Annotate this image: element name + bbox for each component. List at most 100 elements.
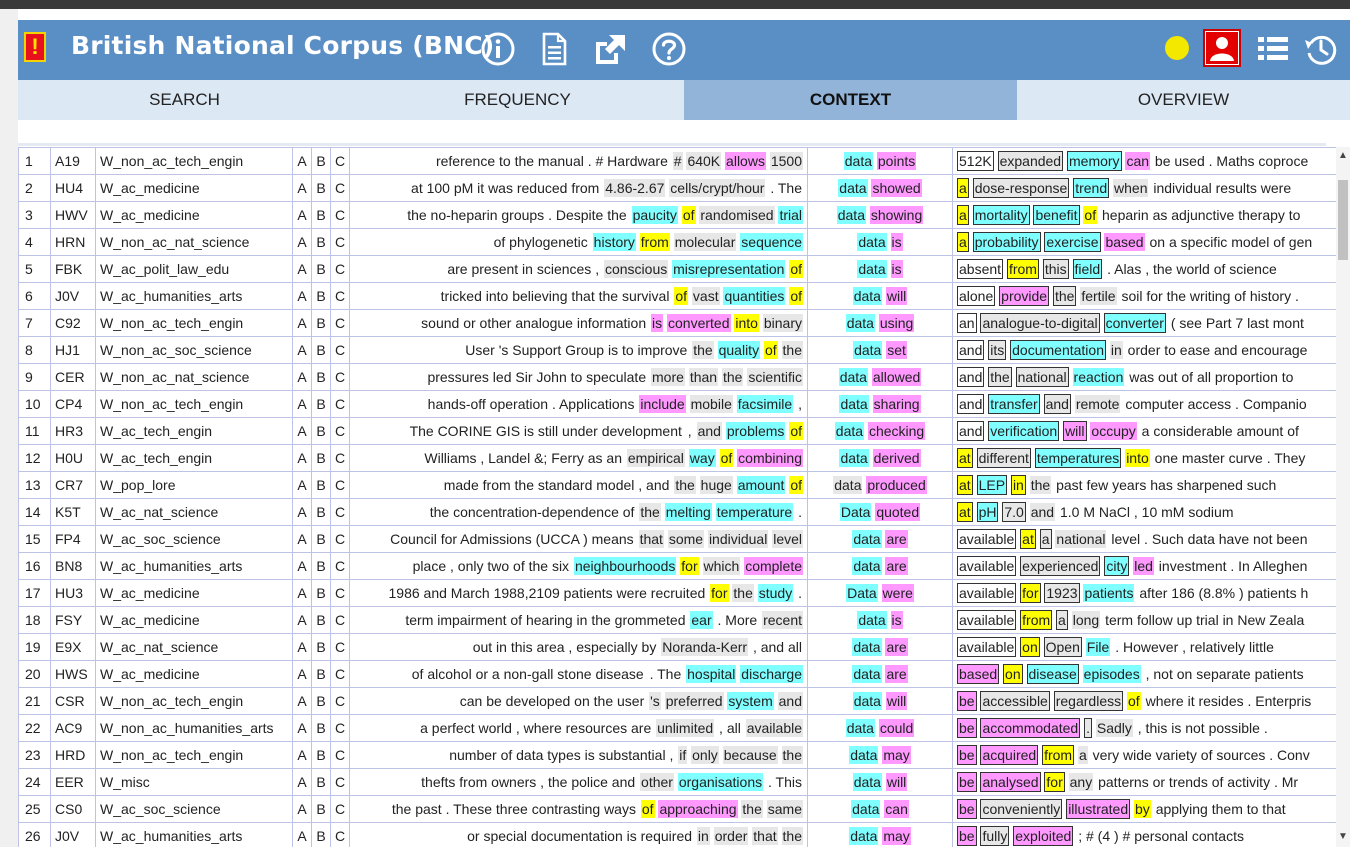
- abc-c-button[interactable]: C: [330, 660, 350, 688]
- kwic-token[interactable]: transfer: [988, 394, 1040, 414]
- abc-a-button[interactable]: A: [292, 228, 312, 256]
- kwic-token[interactable]: a: [1077, 746, 1088, 764]
- node-word[interactable]: data set: [807, 336, 953, 364]
- kwic-token[interactable]: of: [1083, 206, 1098, 224]
- node-word[interactable]: data is: [807, 606, 953, 634]
- kwic-token[interactable]: data: [833, 476, 863, 494]
- kwic-token[interactable]: more: [651, 368, 685, 386]
- external-link-icon[interactable]: [592, 31, 628, 67]
- kwic-token[interactable]: data: [851, 800, 881, 818]
- kwic-token[interactable]: of: [674, 287, 689, 305]
- kwic-token[interactable]: very wide variety of sources . Conv: [1092, 747, 1310, 763]
- kwic-token[interactable]: The CORINE GIS is still under developmen…: [409, 423, 682, 439]
- text-id[interactable]: FP4: [50, 525, 96, 553]
- text-id[interactable]: BN8: [50, 552, 96, 580]
- kwic-token[interactable]: quality: [717, 341, 761, 359]
- kwic-token[interactable]: based: [1104, 233, 1145, 251]
- kwic-token[interactable]: at: [957, 448, 973, 468]
- kwic-token[interactable]: . This: [768, 774, 802, 790]
- abc-c-button[interactable]: C: [330, 741, 350, 769]
- abc-b-button[interactable]: B: [311, 228, 331, 256]
- abc-c-button[interactable]: C: [330, 606, 350, 634]
- kwic-token[interactable]: cells/crypt/hour: [669, 179, 766, 197]
- kwic-token[interactable]: term follow up trial in New Zeala: [1105, 612, 1305, 628]
- kwic-token[interactable]: a perfect world , where resources are: [420, 720, 652, 736]
- kwic-token[interactable]: because: [722, 746, 778, 764]
- kwic-token[interactable]: combining: [737, 449, 803, 467]
- kwic-token[interactable]: some: [667, 530, 705, 548]
- kwic-token[interactable]: is: [890, 233, 903, 251]
- kwic-token[interactable]: data: [839, 449, 869, 467]
- abc-a-button[interactable]: A: [292, 741, 312, 769]
- kwic-token[interactable]: Williams , Landel &; Ferry as an: [424, 450, 622, 466]
- text-id[interactable]: CSR: [50, 687, 96, 715]
- kwic-token[interactable]: documentation: [1010, 340, 1106, 360]
- kwic-token[interactable]: episodes: [1082, 665, 1141, 683]
- kwic-token[interactable]: quantities: [723, 287, 786, 305]
- kwic-token[interactable]: sound or other analogue information: [421, 315, 647, 331]
- kwic-token[interactable]: way: [688, 449, 716, 467]
- kwic-token[interactable]: .: [798, 585, 802, 601]
- kwic-token[interactable]: User 's Support Group is to improve: [465, 342, 688, 358]
- text-id[interactable]: CP4: [50, 390, 96, 418]
- kwic-token[interactable]: data: [852, 287, 882, 305]
- text-id[interactable]: FBK: [50, 255, 96, 283]
- kwic-token[interactable]: order to ease and encourage: [1127, 342, 1308, 358]
- kwic-token[interactable]: is: [651, 314, 664, 332]
- node-word[interactable]: data allowed: [807, 363, 953, 391]
- kwic-token[interactable]: and: [957, 340, 985, 360]
- scrollbar[interactable]: [1336, 147, 1350, 847]
- kwic-token[interactable]: pH: [976, 502, 999, 522]
- kwic-token[interactable]: a: [1039, 529, 1052, 549]
- abc-a-button[interactable]: A: [292, 417, 312, 445]
- abc-b-button[interactable]: B: [311, 606, 331, 634]
- node-word[interactable]: data is: [807, 255, 953, 283]
- kwic-token[interactable]: dose-response: [972, 178, 1070, 198]
- abc-c-button[interactable]: C: [330, 201, 350, 229]
- kwic-token[interactable]: data: [843, 152, 873, 170]
- kwic-token[interactable]: absent: [957, 259, 1004, 279]
- kwic-token[interactable]: that: [752, 827, 778, 845]
- abc-a-button[interactable]: A: [292, 174, 312, 202]
- kwic-token[interactable]: for: [1020, 583, 1041, 603]
- kwic-token[interactable]: data: [857, 260, 887, 278]
- abc-c-button[interactable]: C: [330, 282, 350, 310]
- abc-a-button[interactable]: A: [292, 498, 312, 526]
- kwic-token[interactable]: level . Such data have not been: [1111, 531, 1308, 547]
- kwic-token[interactable]: memory: [1067, 151, 1122, 171]
- kwic-token[interactable]: that: [638, 530, 664, 548]
- kwic-token[interactable]: data: [852, 692, 882, 710]
- kwic-token[interactable]: the: [781, 746, 803, 764]
- kwic-token[interactable]: only: [691, 746, 719, 764]
- kwic-token[interactable]: long: [1071, 611, 1101, 629]
- kwic-token[interactable]: are: [885, 638, 908, 656]
- kwic-token[interactable]: from: [1020, 610, 1053, 630]
- kwic-token[interactable]: misrepresentation: [672, 260, 786, 278]
- kwic-token[interactable]: from: [1042, 745, 1075, 765]
- kwic-token[interactable]: be: [957, 826, 977, 846]
- abc-b-button[interactable]: B: [311, 444, 331, 472]
- kwic-token[interactable]: will: [885, 773, 908, 791]
- kwic-token[interactable]: quoted: [875, 503, 921, 521]
- kwic-token[interactable]: accessible: [980, 691, 1050, 711]
- kwic-token[interactable]: data: [852, 665, 882, 683]
- kwic-token[interactable]: the: [741, 800, 763, 818]
- kwic-token[interactable]: of: [719, 449, 734, 467]
- kwic-token[interactable]: can: [884, 800, 909, 818]
- kwic-token[interactable]: into: [734, 314, 759, 332]
- kwic-token[interactable]: melting: [664, 503, 712, 521]
- abc-b-button[interactable]: B: [311, 498, 331, 526]
- abc-a-button[interactable]: A: [292, 552, 312, 580]
- kwic-token[interactable]: fully: [980, 826, 1010, 846]
- abc-c-button[interactable]: C: [330, 633, 350, 661]
- kwic-token[interactable]: on a specific model of gen: [1149, 234, 1313, 250]
- kwic-token[interactable]: or special documentation is required: [467, 828, 693, 844]
- abc-c-button[interactable]: C: [330, 471, 350, 499]
- kwic-token[interactable]: facsimile: [736, 395, 794, 413]
- kwic-token[interactable]: Data: [839, 503, 872, 521]
